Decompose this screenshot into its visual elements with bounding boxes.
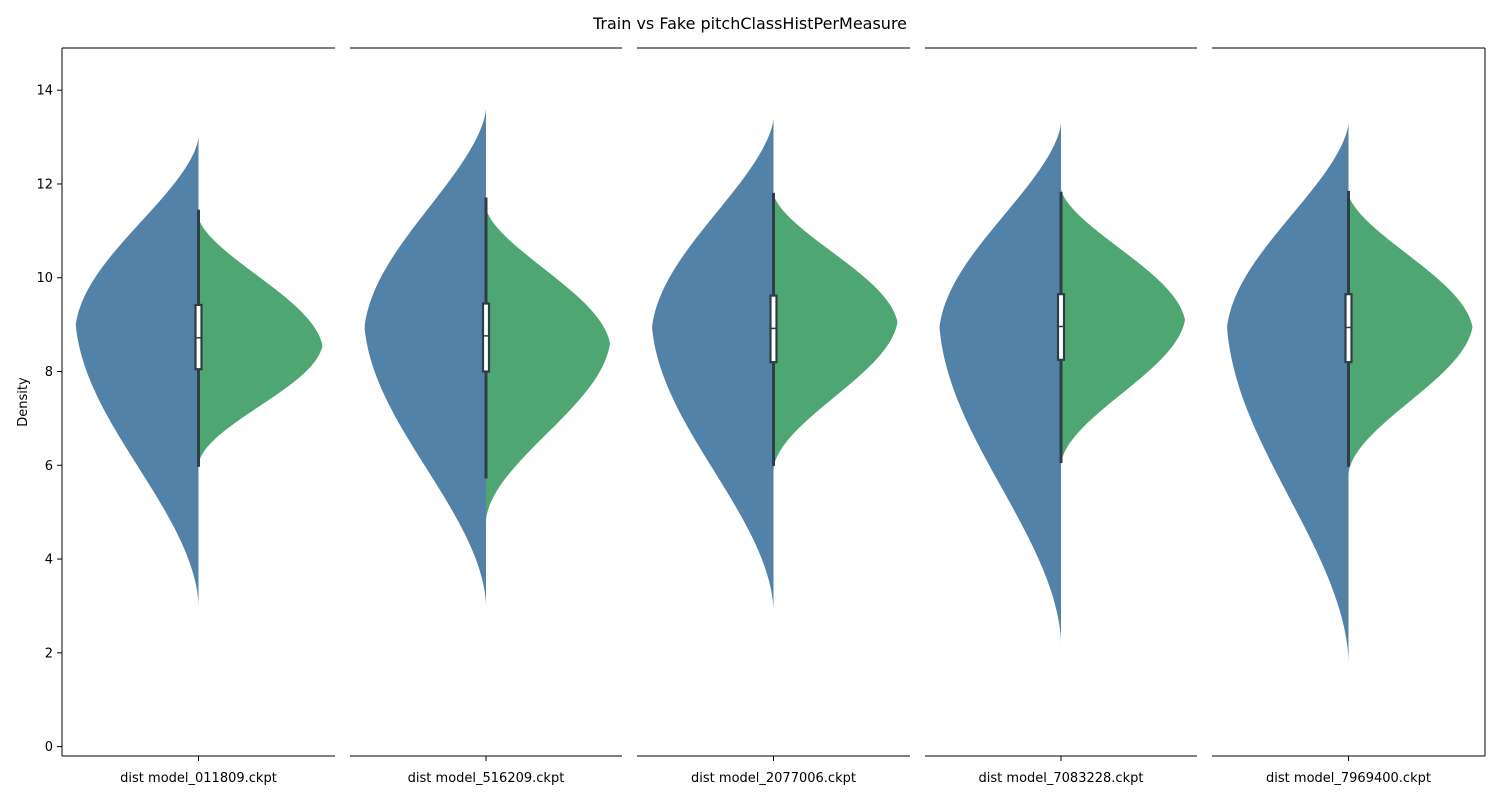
panel: dist model_7083228.ckpt [925, 47, 1197, 786]
violin-left-half [652, 118, 774, 611]
violin-right-half [773, 193, 898, 470]
violin-left-half [364, 108, 486, 606]
y-tick-label: 14 [36, 84, 53, 99]
violin-right-half [1348, 193, 1473, 475]
y-tick-label: 4 [45, 553, 53, 568]
x-category-label: dist model_516209.ckpt [408, 771, 565, 786]
chart-title: Train vs Fake pitchClassHistPerMeasure [592, 14, 907, 33]
panel: dist model_2077006.ckpt [637, 47, 910, 786]
y-tick-label: 2 [45, 646, 53, 661]
y-tick-label: 10 [36, 271, 53, 286]
x-category-label: dist model_7969400.ckpt [1266, 771, 1431, 786]
y-axis: 0 2 4 6 8 10 12 14 [36, 84, 62, 755]
x-category-label: dist model_2077006.ckpt [691, 771, 856, 786]
y-tick-label: 12 [36, 177, 53, 192]
x-category-label: dist model_7083228.ckpt [979, 771, 1144, 786]
violin-right-half [198, 216, 323, 466]
y-tick-label: 8 [45, 365, 53, 380]
y-tick-label: 0 [45, 740, 53, 755]
violin-left-half [75, 137, 199, 606]
violin-right-half [1061, 188, 1185, 466]
violin-left-half [1227, 123, 1349, 663]
iqr-box [481, 302, 491, 373]
violin-left-half [939, 123, 1061, 644]
panels: dist model_011809.ckpt dist model_516209.… [61, 47, 1486, 786]
y-tick-label: 6 [45, 459, 53, 474]
x-category-label: dist model_011809.ckpt [120, 771, 277, 786]
y-axis-label: Density [16, 377, 31, 427]
panel: dist model_7969400.ckpt [1212, 47, 1486, 786]
violin-right-half [486, 207, 610, 522]
panel: dist model_011809.ckpt [61, 47, 335, 786]
panel: dist model_516209.ckpt [350, 47, 622, 786]
